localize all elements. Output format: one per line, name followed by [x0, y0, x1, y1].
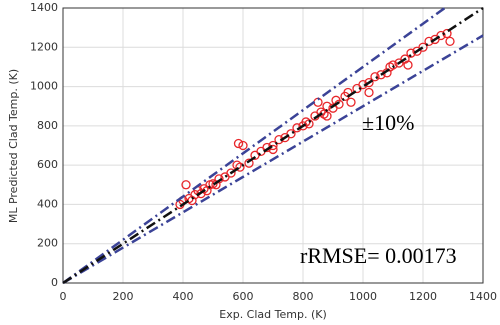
- data-point: [436, 30, 446, 41]
- y-tick-label: 400: [37, 197, 58, 210]
- data-point: [403, 60, 413, 70]
- y-tick-label: 600: [37, 158, 58, 171]
- data-point: [364, 87, 374, 98]
- y-tick-label: 1000: [30, 80, 58, 93]
- y-tick-label: 200: [37, 237, 58, 250]
- x-axis-label: Exp. Clad Temp. (K): [219, 308, 327, 321]
- y-tick-label: 1400: [30, 1, 58, 14]
- data-point: [286, 129, 296, 139]
- band-annotation: ±10%: [362, 110, 414, 135]
- x-tick-label: 1400: [469, 290, 497, 303]
- data-point: [346, 97, 356, 107]
- data-point: [235, 162, 245, 172]
- y-tick-label: 0: [51, 276, 58, 289]
- reference-line: [62, 34, 484, 285]
- x-tick-label: 200: [113, 290, 134, 303]
- x-tick-label: 1200: [409, 290, 437, 303]
- data-point: [233, 138, 244, 149]
- data-point: [244, 158, 254, 168]
- data-point: [181, 180, 191, 190]
- data-point: [226, 168, 236, 178]
- y-tick-label: 800: [37, 119, 58, 132]
- x-tick-label: 800: [293, 290, 314, 303]
- data-point: [418, 42, 428, 52]
- data-point: [268, 140, 278, 151]
- data-point: [376, 70, 386, 80]
- data-point: [214, 174, 224, 184]
- data-point: [445, 36, 455, 47]
- reference-line: [62, 6, 446, 285]
- y-tick-label: 1200: [30, 40, 58, 53]
- data-point: [388, 60, 398, 70]
- data-point: [370, 72, 380, 82]
- data-point: [364, 77, 374, 88]
- x-tick-label: 600: [233, 290, 254, 303]
- reference-line: [62, 6, 484, 285]
- data-point: [322, 111, 332, 121]
- x-tick-label: 1000: [349, 290, 377, 303]
- data-point: [238, 140, 248, 151]
- x-tick-label: 0: [60, 290, 67, 303]
- error-annotation: rRMSE= 0.00173: [300, 243, 457, 268]
- plot-frame: [62, 7, 484, 284]
- y-axis-label: ML Predicted Clad Temp. (K): [7, 69, 20, 223]
- x-tick-label: 400: [173, 290, 194, 303]
